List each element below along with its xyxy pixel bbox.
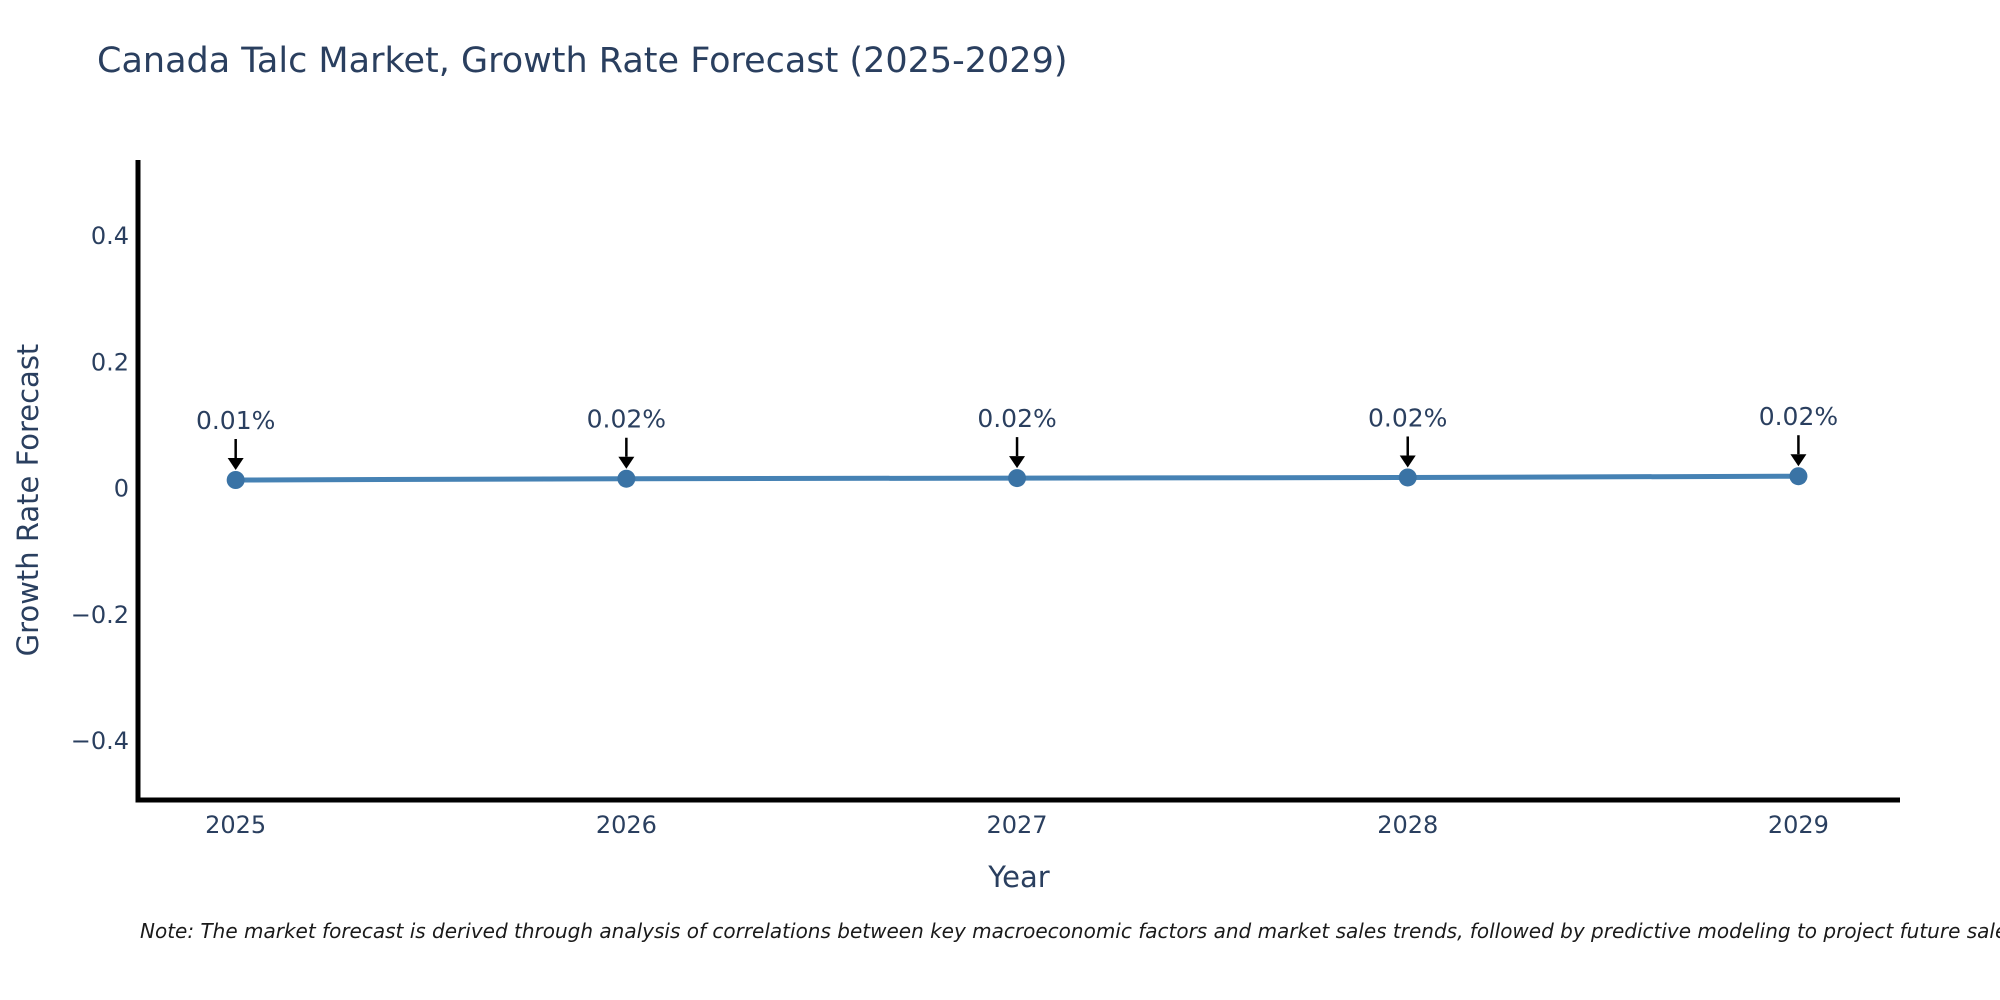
- footnote: Note: The market forecast is derived thr…: [140, 919, 2000, 943]
- x-tick-label: 2027: [987, 811, 1048, 839]
- data-point-marker: [1789, 467, 1808, 486]
- x-tick-label: 2028: [1377, 811, 1438, 839]
- data-point-label: 0.02%: [1759, 402, 1838, 431]
- annotation-arrowhead: [1790, 454, 1807, 467]
- data-point-marker: [1398, 468, 1417, 487]
- chart-title: Canada Talc Market, Growth Rate Forecast…: [97, 41, 1068, 81]
- annotation-arrowhead: [1009, 456, 1026, 469]
- x-tick-label: 2025: [205, 811, 266, 839]
- annotation-arrowhead: [1399, 455, 1416, 468]
- annotation-arrowhead: [227, 458, 244, 470]
- y-tick-label: −0.2: [71, 601, 129, 629]
- y-tick-label: 0.2: [91, 348, 129, 376]
- annotation-arrowhead: [618, 456, 635, 469]
- data-point-marker: [617, 469, 636, 488]
- x-tick-label: 2026: [596, 811, 657, 839]
- data-point-label: 0.02%: [587, 405, 666, 434]
- data-point-marker: [226, 471, 245, 489]
- data-point-label: 0.02%: [1368, 403, 1447, 432]
- y-tick-label: −0.4: [71, 727, 129, 755]
- x-axis-title: Year: [988, 860, 1050, 894]
- data-point-marker: [1008, 469, 1027, 488]
- data-point-label: 0.02%: [977, 404, 1056, 433]
- y-axis-title: Growth Rate Forecast: [11, 343, 45, 657]
- y-tick-label: 0.4: [91, 222, 129, 250]
- x-tick-label: 2029: [1768, 811, 1829, 839]
- y-tick-label: 0: [114, 475, 129, 503]
- data-point-label: 0.01%: [196, 406, 275, 435]
